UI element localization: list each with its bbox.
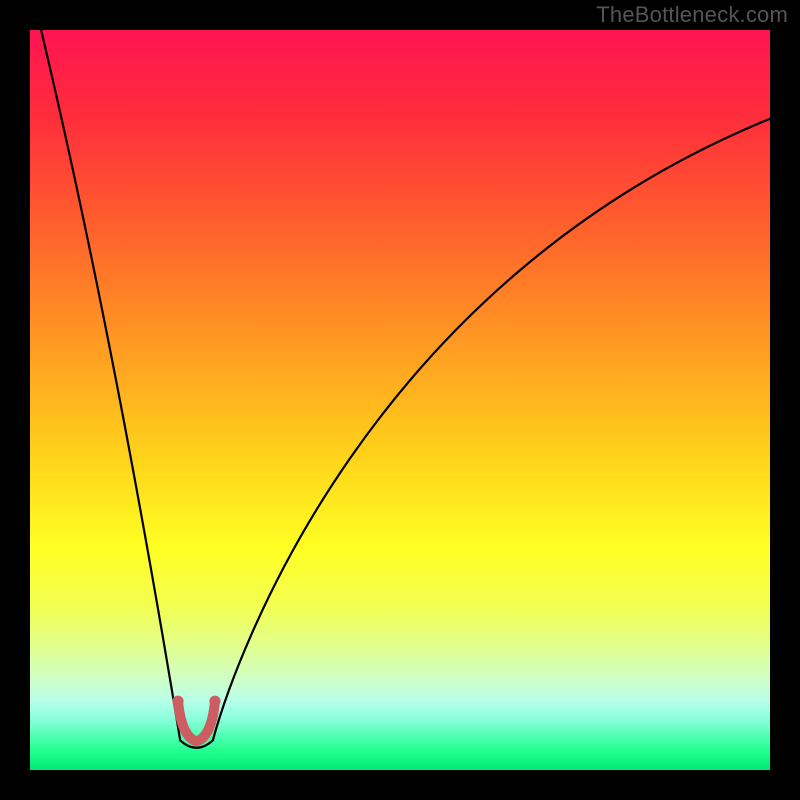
plot-area [30,30,770,770]
marker-tip-1 [209,696,220,707]
marker-tip-0 [172,696,183,707]
plot-background [30,30,770,770]
chart-container: TheBottleneck.com [0,0,800,800]
watermark-text: TheBottleneck.com [596,2,788,28]
plot-svg [30,30,770,770]
